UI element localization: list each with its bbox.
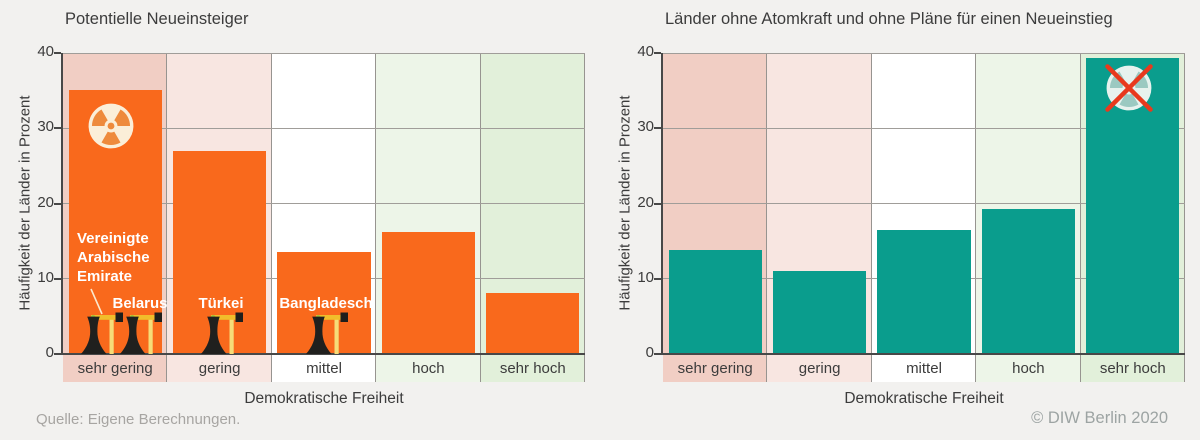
bar-sehr-gering: [68, 89, 162, 354]
y-tick-label-10: 10: [37, 268, 54, 286]
y-tick-mark-0: [654, 353, 661, 355]
chart-title: Potentielle Neueinsteiger: [65, 10, 249, 28]
y-tick-label-40: 40: [37, 43, 54, 60]
gridline-30: [663, 127, 1185, 129]
y-tick-label-20: 20: [37, 193, 54, 211]
y-tick-mark-40: [54, 52, 61, 54]
chart-title: Länder ohne Atomkraft und ohne Pläne für…: [665, 10, 1113, 28]
category-label-gering: gering: [798, 360, 841, 377]
category-label-sehr-hoch: sehr hoch: [499, 360, 566, 377]
y-axis-line: [661, 53, 663, 355]
x-axis-label: Demokratische Freiheit: [844, 390, 1004, 407]
chart-no-nuclear-countries: Länder ohne Atomkraft und ohne Pläne für…: [600, 0, 1200, 440]
category-label-hoch: hoch: [412, 360, 445, 377]
gridline-20: [663, 203, 1185, 204]
y-tick-label-30: 30: [637, 118, 654, 136]
y-tick-mark-40: [654, 52, 661, 54]
y-tick-mark-0: [54, 353, 61, 355]
gridline-40: [663, 52, 1185, 54]
gridline-40: [63, 52, 585, 54]
bar-gering: [172, 150, 267, 354]
y-tick-mark-30: [654, 127, 661, 130]
bar-hoch: [381, 232, 476, 354]
y-tick-mark-20: [54, 202, 61, 205]
y-tick-mark-30: [54, 127, 61, 130]
bar-sehr-gering: [668, 250, 762, 354]
category-label-mittel: mittel: [906, 360, 942, 377]
bar-mittel: [277, 252, 371, 354]
bar-gering: [772, 271, 867, 354]
category-label-sehr-gering: sehr gering: [77, 360, 153, 377]
category-label-sehr-hoch: sehr hoch: [1099, 360, 1166, 377]
chart-potential-newcomers: Potentielle Neueinsteiger Häufigkeit der…: [17, 10, 585, 407]
x-axis-label: Demokratische Freiheit: [244, 390, 404, 407]
y-tick-mark-10: [54, 277, 61, 280]
bar-sehr-hoch: [1086, 57, 1180, 354]
y-tick-mark-10: [654, 277, 661, 280]
y-tick-label-0: 0: [645, 344, 654, 361]
x-axis-line: [663, 352, 1185, 355]
bar-mittel: [877, 229, 971, 354]
y-tick-label-10: 10: [637, 268, 654, 286]
plot-area: Vereinigte Arabische Emirate Belarus Tür…: [54, 52, 585, 382]
category-label-mittel: mittel: [306, 360, 342, 377]
copyright-note: © DIW Berlin 2020: [1031, 409, 1168, 427]
category-label-hoch: hoch: [1012, 360, 1045, 377]
bar-hoch: [981, 208, 1076, 354]
y-tick-label-40: 40: [637, 43, 654, 60]
y-tick-mark-20: [654, 202, 661, 205]
gridline-30: [63, 127, 585, 129]
y-tick-label-0: 0: [45, 344, 54, 361]
y-tick-label-30: 30: [37, 118, 54, 136]
source-note: Quelle: Eigene Berechnungen.: [36, 411, 241, 428]
plot-area: sehr gering gering mittel hoch sehr hoch: [654, 52, 1185, 382]
y-axis-line: [61, 53, 63, 355]
gridline-20: [63, 203, 585, 204]
category-label-gering: gering: [198, 360, 241, 377]
category-label-sehr-gering: sehr gering: [677, 360, 753, 377]
x-axis-line: [63, 352, 585, 355]
bar-sehr-hoch: [486, 293, 580, 354]
y-tick-label-20: 20: [637, 193, 654, 211]
